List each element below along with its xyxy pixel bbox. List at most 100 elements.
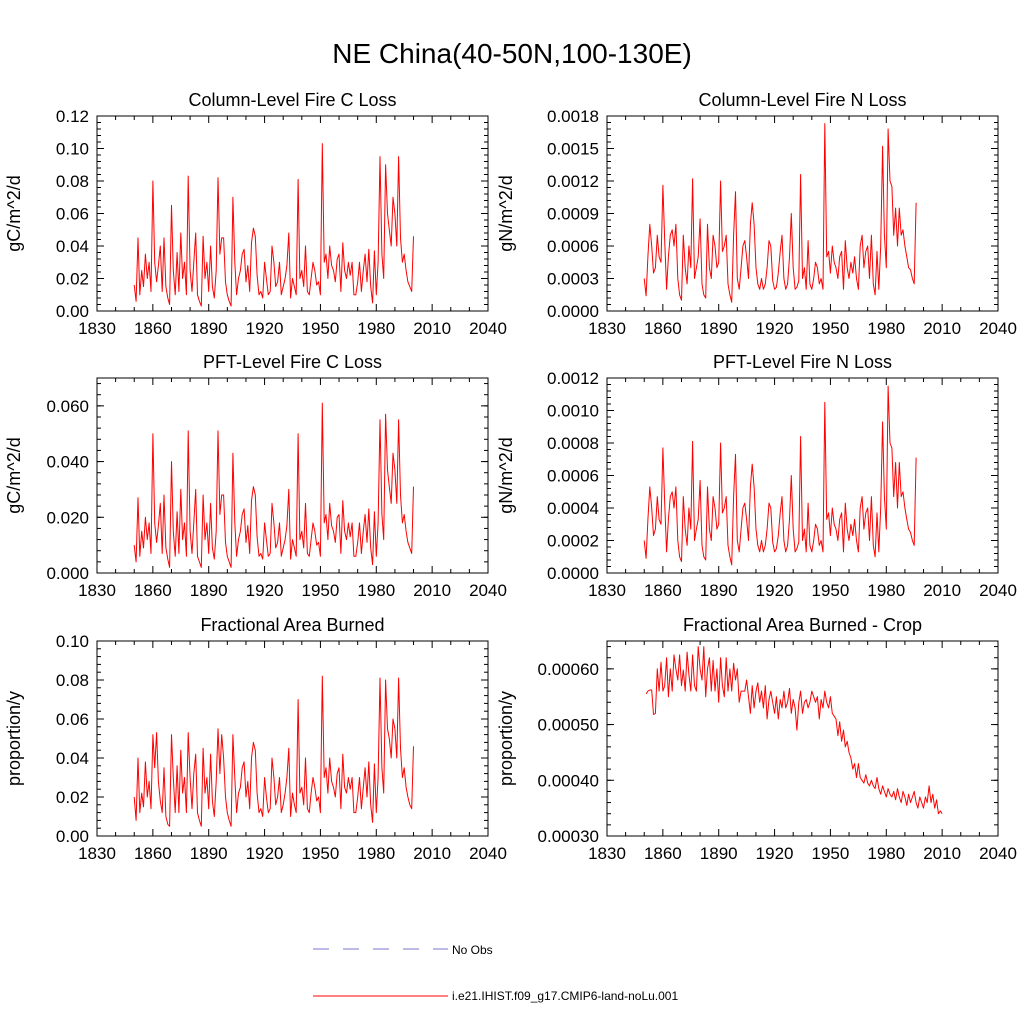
y-tick-label: 0.0006 [547, 467, 599, 486]
panel-title: PFT-Level Fire C Loss [203, 352, 382, 372]
y-tick-label: 0.00 [56, 827, 89, 846]
x-tick-label: 1980 [867, 581, 905, 600]
y-tick-label: 0.0015 [547, 140, 599, 159]
x-tick-label: 1920 [756, 844, 794, 863]
y-tick-label: 0.06 [56, 205, 89, 224]
x-tick-label: 1830 [588, 581, 626, 600]
x-tick-label: 1950 [302, 581, 340, 600]
y-axis-label: gN/m^2/d [496, 437, 516, 513]
y-tick-label: 0.0012 [547, 172, 599, 191]
x-tick-label: 1830 [78, 319, 116, 338]
series-line [643, 123, 917, 303]
panel-title: PFT-Level Fire N Loss [713, 352, 892, 372]
x-tick-label: 2040 [979, 844, 1017, 863]
x-tick-label: 1890 [700, 581, 738, 600]
x-tick-label: 2010 [413, 581, 451, 600]
x-tick-label: 2040 [979, 581, 1017, 600]
series-line [133, 675, 414, 827]
y-tick-label: 0.02 [56, 788, 89, 807]
y-tick-label: 0.0009 [547, 205, 599, 224]
panel-pft-fire-n-loss: 1830 1860 1890 1920 1950 1980 2010 2040 0.0000 0.… [496, 352, 1017, 600]
y-tick-label: 0.00030 [538, 827, 599, 846]
panel-column-fire-n-loss: 1830 1860 1890 1920 1950 1980 2010 2040 0.0000 0.… [496, 90, 1017, 338]
x-tick-label: 1920 [756, 581, 794, 600]
x-tick-label: 1890 [700, 319, 738, 338]
x-tick-label: 1950 [812, 844, 850, 863]
x-tick-label: 1950 [812, 581, 850, 600]
y-tick-label: 0.0012 [547, 369, 599, 388]
panel-title: Column-Level Fire N Loss [698, 90, 906, 110]
y-tick-label: 0.00050 [538, 716, 599, 735]
x-tick-label: 1860 [134, 581, 172, 600]
x-tick-label: 1980 [867, 319, 905, 338]
y-tick-label: 0.0018 [547, 107, 599, 126]
y-tick-label: 0.10 [56, 632, 89, 651]
legend: No Obs i.e21.IHIST.f09_g17.CMIP6-land-no… [313, 943, 678, 1003]
y-tick-label: 0.12 [56, 107, 89, 126]
plot-frame [606, 377, 999, 574]
y-tick-label: 0.040 [46, 453, 89, 472]
panel-fractional-area-burned: 1830 1860 1890 1920 1950 1980 2010 2040 0.00 0.02… [4, 615, 507, 863]
x-tick-label: 1890 [190, 319, 228, 338]
y-tick-label: 0.0000 [547, 564, 599, 583]
x-tick-label: 2010 [923, 581, 961, 600]
figure-title: NE China(40-50N,100-130E) [332, 38, 692, 69]
y-tick-label: 0.0002 [547, 532, 599, 551]
y-tick-label: 0.00060 [538, 660, 599, 679]
panel-fractional-area-burned-crop: 1830 1860 1890 1920 1950 1980 2010 2040 0.00030 0… [496, 615, 1017, 863]
y-tick-label: 0.08 [56, 172, 89, 191]
y-axis-label: proportion/y [4, 691, 24, 786]
x-tick-label: 2010 [923, 319, 961, 338]
y-tick-label: 0.0003 [547, 270, 599, 289]
y-tick-label: 0.02 [56, 270, 89, 289]
y-tick-label: 0.10 [56, 140, 89, 159]
y-tick-label: 0.0008 [547, 434, 599, 453]
y-tick-label: 0.06 [56, 710, 89, 729]
x-tick-label: 1860 [134, 319, 172, 338]
y-tick-label: 0.00040 [538, 771, 599, 790]
x-tick-label: 2040 [469, 844, 507, 863]
x-tick-label: 1890 [700, 844, 738, 863]
y-tick-label: 0.04 [56, 749, 89, 768]
x-tick-label: 1950 [302, 844, 340, 863]
panel-pft-fire-c-loss: 1830 1860 1890 1920 1950 1980 2010 2040 0.000 0.0… [4, 352, 507, 600]
y-tick-label: 0.000 [46, 564, 89, 583]
x-tick-label: 2010 [923, 844, 961, 863]
y-tick-label: 0.08 [56, 671, 89, 690]
x-tick-label: 1860 [134, 844, 172, 863]
panel-title: Column-Level Fire C Loss [188, 90, 396, 110]
x-tick-label: 1950 [812, 319, 850, 338]
y-tick-label: 0.060 [46, 397, 89, 416]
x-tick-label: 1920 [756, 319, 794, 338]
x-tick-label: 1830 [588, 844, 626, 863]
plot-frame [96, 377, 489, 574]
y-tick-label: 0.04 [56, 237, 89, 256]
x-tick-label: 2040 [469, 581, 507, 600]
x-tick-label: 1890 [190, 844, 228, 863]
x-tick-label: 1830 [78, 844, 116, 863]
x-tick-label: 2010 [413, 844, 451, 863]
legend-label-no-obs: No Obs [452, 943, 493, 957]
plot-frame [606, 640, 999, 837]
y-axis-label: gN/m^2/d [496, 175, 516, 251]
x-tick-label: 1980 [867, 844, 905, 863]
x-tick-label: 1860 [644, 581, 682, 600]
y-axis-label: gC/m^2/d [4, 437, 24, 513]
x-tick-label: 2010 [413, 319, 451, 338]
series-line [643, 385, 917, 566]
y-tick-label: 0.0000 [547, 302, 599, 321]
series-line [133, 402, 414, 568]
x-tick-label: 1830 [588, 319, 626, 338]
x-tick-label: 1980 [357, 319, 395, 338]
x-tick-label: 1950 [302, 319, 340, 338]
x-tick-label: 1920 [246, 844, 284, 863]
series-line [645, 646, 943, 815]
x-tick-label: 2040 [979, 319, 1017, 338]
y-axis-label: gC/m^2/d [4, 175, 24, 251]
x-tick-label: 2040 [469, 319, 507, 338]
y-tick-label: 0.020 [46, 508, 89, 527]
legend-label-model: i.e21.IHIST.f09_g17.CMIP6-land-noLu.001 [452, 989, 678, 1003]
y-tick-label: 0.00 [56, 302, 89, 321]
panel-title: Fractional Area Burned [200, 615, 384, 635]
